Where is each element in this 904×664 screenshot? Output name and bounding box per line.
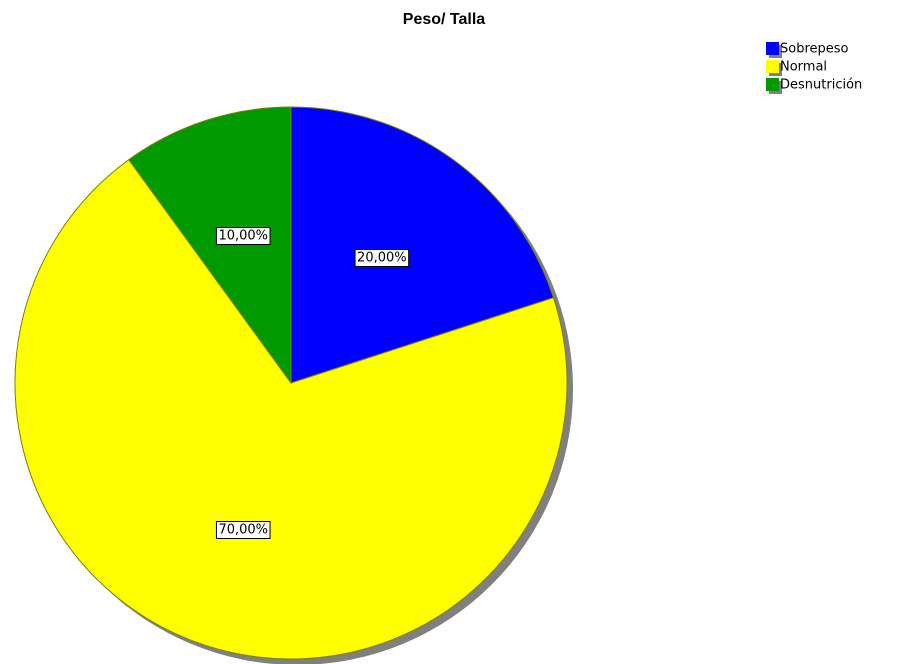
- data-label-text: 70,00%: [218, 522, 268, 537]
- legend-label: Desnutrición: [780, 78, 862, 93]
- legend-swatch: [766, 78, 779, 91]
- legend-label: Normal: [780, 60, 827, 75]
- legend-swatch: [766, 42, 779, 55]
- pie-slice: [290, 106, 555, 384]
- legend-swatch: [766, 60, 779, 73]
- data-label: 70,00%: [215, 520, 271, 539]
- data-label-box: [354, 248, 410, 267]
- pie-slice: [14, 159, 568, 660]
- data-label-text: 10,00%: [218, 229, 268, 244]
- chart-title: Peso/ Talla: [403, 11, 486, 28]
- data-label-box: [215, 227, 271, 246]
- data-label: 20,00%: [354, 248, 410, 267]
- data-label-text: 20,00%: [357, 250, 407, 265]
- data-label: 10,00%: [215, 227, 271, 246]
- data-label-box: [215, 520, 271, 539]
- legend-label: Sobrepeso: [780, 42, 849, 57]
- pie-slice: [128, 106, 292, 385]
